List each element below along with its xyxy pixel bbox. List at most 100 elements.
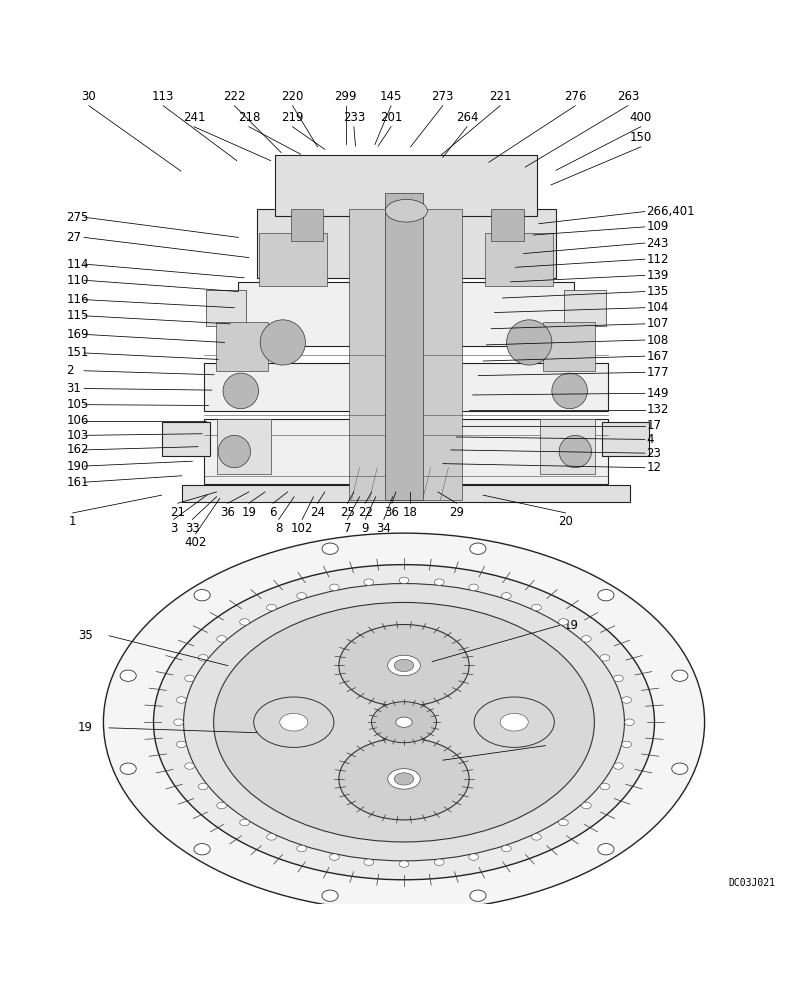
Ellipse shape bbox=[388, 655, 420, 676]
Text: 114: 114 bbox=[66, 258, 89, 271]
Bar bbox=[602, 422, 649, 456]
Ellipse shape bbox=[558, 819, 568, 826]
Ellipse shape bbox=[671, 763, 688, 774]
Text: DC03J021: DC03J021 bbox=[729, 878, 776, 888]
Ellipse shape bbox=[469, 584, 478, 591]
Text: 115: 115 bbox=[66, 309, 89, 322]
Ellipse shape bbox=[240, 819, 250, 826]
Text: 132: 132 bbox=[646, 403, 669, 416]
Text: 112: 112 bbox=[646, 253, 669, 266]
Ellipse shape bbox=[435, 579, 444, 585]
Ellipse shape bbox=[198, 783, 208, 790]
Text: 263: 263 bbox=[617, 90, 639, 103]
Text: 233: 233 bbox=[343, 111, 365, 124]
Ellipse shape bbox=[625, 719, 634, 725]
Text: 219: 219 bbox=[281, 111, 304, 124]
Text: 19: 19 bbox=[242, 506, 256, 519]
Ellipse shape bbox=[174, 719, 183, 725]
Ellipse shape bbox=[385, 199, 427, 222]
Ellipse shape bbox=[613, 763, 623, 769]
Text: 1: 1 bbox=[69, 515, 77, 528]
Bar bbox=[217, 419, 271, 474]
Ellipse shape bbox=[297, 593, 306, 599]
Text: 190: 190 bbox=[66, 460, 89, 473]
Ellipse shape bbox=[399, 577, 409, 584]
Ellipse shape bbox=[388, 769, 420, 789]
Text: 241: 241 bbox=[183, 111, 205, 124]
Ellipse shape bbox=[364, 859, 373, 865]
Ellipse shape bbox=[267, 604, 276, 611]
Text: 222: 222 bbox=[223, 90, 246, 103]
Ellipse shape bbox=[613, 675, 623, 682]
Ellipse shape bbox=[185, 675, 195, 682]
Ellipse shape bbox=[582, 802, 591, 809]
Bar bbox=[162, 422, 210, 456]
Ellipse shape bbox=[120, 670, 137, 681]
Text: 276: 276 bbox=[564, 90, 587, 103]
Text: 20: 20 bbox=[558, 515, 573, 528]
Ellipse shape bbox=[399, 861, 409, 867]
Ellipse shape bbox=[120, 763, 137, 774]
Ellipse shape bbox=[671, 670, 688, 681]
Text: 299: 299 bbox=[335, 90, 357, 103]
Text: 34: 34 bbox=[377, 522, 391, 535]
Ellipse shape bbox=[435, 859, 444, 865]
Ellipse shape bbox=[600, 655, 610, 661]
Bar bbox=[385, 193, 423, 500]
Text: 135: 135 bbox=[646, 285, 669, 298]
Ellipse shape bbox=[217, 636, 226, 642]
Ellipse shape bbox=[600, 783, 610, 790]
Ellipse shape bbox=[183, 584, 625, 861]
Ellipse shape bbox=[198, 655, 208, 661]
Ellipse shape bbox=[330, 584, 339, 591]
Text: 8: 8 bbox=[275, 522, 283, 535]
Ellipse shape bbox=[582, 636, 591, 642]
Circle shape bbox=[223, 373, 259, 409]
Bar bbox=[491, 209, 524, 241]
Text: 4: 4 bbox=[646, 433, 654, 446]
Text: 6: 6 bbox=[269, 506, 277, 519]
Text: 19: 19 bbox=[78, 721, 93, 734]
Ellipse shape bbox=[297, 845, 306, 852]
Bar bbox=[485, 233, 553, 286]
Bar bbox=[259, 233, 327, 286]
Text: 113: 113 bbox=[152, 90, 175, 103]
Text: 35: 35 bbox=[78, 629, 93, 642]
Ellipse shape bbox=[213, 602, 595, 842]
Text: 18: 18 bbox=[403, 506, 418, 519]
Text: 264: 264 bbox=[456, 111, 478, 124]
Ellipse shape bbox=[339, 738, 469, 820]
Ellipse shape bbox=[502, 593, 511, 599]
Bar bbox=[238, 282, 574, 346]
Bar bbox=[275, 155, 537, 216]
Ellipse shape bbox=[532, 604, 541, 611]
Text: 402: 402 bbox=[184, 536, 207, 549]
Text: 35: 35 bbox=[549, 739, 564, 752]
Text: 110: 110 bbox=[66, 274, 89, 287]
Text: 3: 3 bbox=[170, 522, 178, 535]
Text: 22: 22 bbox=[358, 506, 372, 519]
Ellipse shape bbox=[394, 659, 414, 672]
Text: 400: 400 bbox=[629, 111, 652, 124]
Ellipse shape bbox=[500, 713, 528, 731]
Text: 150: 150 bbox=[629, 131, 652, 144]
Text: 2: 2 bbox=[66, 364, 74, 377]
Text: 221: 221 bbox=[489, 90, 511, 103]
Ellipse shape bbox=[240, 619, 250, 625]
Bar bbox=[543, 322, 595, 371]
Ellipse shape bbox=[364, 579, 373, 585]
Text: 177: 177 bbox=[646, 366, 669, 379]
Text: 220: 220 bbox=[281, 90, 304, 103]
Text: 273: 273 bbox=[431, 90, 454, 103]
Bar bbox=[204, 419, 608, 484]
Ellipse shape bbox=[194, 590, 210, 601]
Ellipse shape bbox=[322, 543, 339, 554]
Text: 116: 116 bbox=[66, 293, 89, 306]
Circle shape bbox=[552, 373, 587, 409]
Text: 36: 36 bbox=[385, 506, 399, 519]
Bar bbox=[204, 363, 608, 411]
Circle shape bbox=[260, 320, 305, 365]
Text: 161: 161 bbox=[66, 476, 89, 489]
Ellipse shape bbox=[185, 763, 195, 769]
Ellipse shape bbox=[622, 741, 632, 748]
